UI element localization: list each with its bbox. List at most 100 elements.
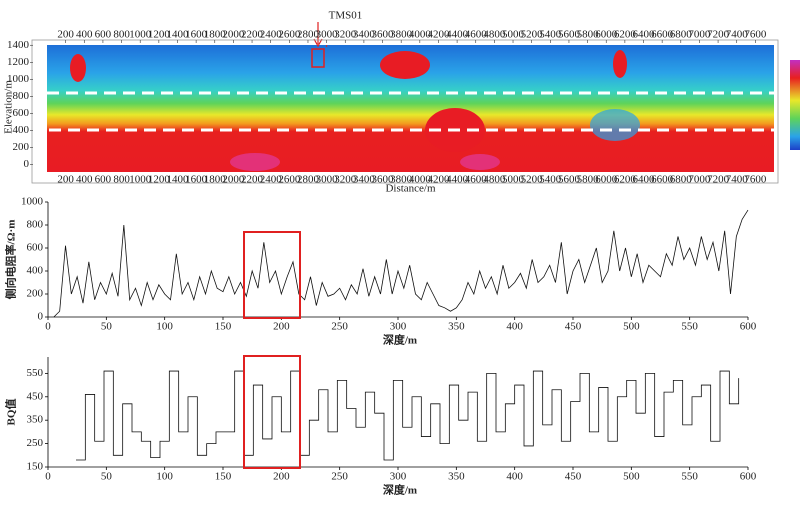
y-tick-label: 600 bbox=[27, 242, 44, 254]
x-tick-label: 1400 bbox=[166, 29, 189, 41]
x-tick-label: 200 bbox=[273, 471, 290, 483]
x-tick-label: 7000 bbox=[688, 174, 711, 186]
x-tick-label: 1000 bbox=[129, 174, 152, 186]
x-tick-label: 6000 bbox=[595, 174, 618, 186]
x-tick-label: 4000 bbox=[409, 174, 432, 186]
x-tick-label: 0 bbox=[45, 471, 51, 483]
x-tick-label: 5600 bbox=[558, 174, 581, 186]
x-tick-label: 350 bbox=[448, 321, 465, 333]
x-tick-label: 7400 bbox=[726, 174, 749, 186]
x-tick-label: 100 bbox=[156, 321, 173, 333]
y-tick-label: 800 bbox=[13, 90, 30, 102]
x-tick-label: 200 bbox=[57, 29, 74, 41]
x-tick-label: 2200 bbox=[241, 174, 264, 186]
x-tick-label: 250 bbox=[331, 321, 348, 333]
x-tick-label: 6800 bbox=[670, 174, 693, 186]
y-tick-label: 250 bbox=[27, 437, 44, 449]
x-tick-label: 550 bbox=[681, 471, 698, 483]
x-tick-label: 300 bbox=[390, 321, 407, 333]
x-tick-label: 50 bbox=[101, 471, 113, 483]
x-tick-label: 6800 bbox=[670, 29, 693, 41]
x-tick-label: 600 bbox=[740, 321, 757, 333]
x-tick-label: 5200 bbox=[521, 174, 544, 186]
y-axis-label: Elevation/m bbox=[3, 80, 15, 134]
x-tick-label: 2000 bbox=[222, 29, 245, 41]
x-tick-label: 1000 bbox=[129, 29, 152, 41]
x-tick-label: 500 bbox=[623, 321, 640, 333]
y-tick-label: 400 bbox=[13, 124, 30, 136]
x-axis-label: 深度/m bbox=[383, 333, 417, 347]
x-tick-label: 300 bbox=[390, 471, 407, 483]
y-tick-label: 550 bbox=[27, 367, 44, 379]
x-tick-label: 7200 bbox=[707, 29, 730, 41]
x-tick-label: 4400 bbox=[446, 29, 469, 41]
x-axis-label: 深度/m bbox=[383, 483, 417, 497]
x-tick-label: 50 bbox=[101, 321, 113, 333]
x-tick-label: 6200 bbox=[614, 29, 637, 41]
x-tick-label: 0 bbox=[45, 321, 51, 333]
x-tick-label: 6000 bbox=[595, 29, 618, 41]
x-tick-label: 5600 bbox=[558, 29, 581, 41]
x-axis-label: Distance/m bbox=[385, 183, 436, 195]
x-tick-label: 1600 bbox=[185, 29, 208, 41]
x-tick-label: 800 bbox=[113, 29, 130, 41]
x-tick-label: 3800 bbox=[390, 29, 413, 41]
x-tick-label: 4200 bbox=[427, 174, 450, 186]
y-tick-label: 150 bbox=[27, 461, 44, 473]
x-tick-label: 7600 bbox=[744, 29, 767, 41]
x-tick-label: 450 bbox=[565, 471, 582, 483]
section-image bbox=[30, 22, 800, 184]
y-axis-label: BQ值 bbox=[4, 399, 18, 426]
y-tick-label: 1000 bbox=[7, 73, 30, 85]
y-tick-label: 200 bbox=[27, 288, 44, 300]
data-line bbox=[53, 209, 749, 318]
x-tick-label: 6600 bbox=[651, 29, 674, 41]
x-tick-label: 150 bbox=[215, 321, 232, 333]
x-tick-label: 1600 bbox=[185, 174, 208, 186]
x-tick-label: 2800 bbox=[297, 174, 320, 186]
x-tick-label: 4600 bbox=[465, 29, 488, 41]
y-tick-label: 600 bbox=[13, 107, 30, 119]
x-tick-label: 400 bbox=[76, 174, 93, 186]
x-tick-label: 3400 bbox=[353, 174, 376, 186]
x-tick-label: 4600 bbox=[465, 174, 488, 186]
x-tick-label: 2600 bbox=[278, 29, 301, 41]
x-tick-label: 6400 bbox=[633, 174, 656, 186]
x-tick-label: 450 bbox=[565, 321, 582, 333]
x-tick-label: 3000 bbox=[316, 29, 339, 41]
y-tick-label: 450 bbox=[27, 390, 44, 402]
x-tick-label: 3200 bbox=[334, 174, 357, 186]
x-tick-label: 5400 bbox=[539, 174, 562, 186]
x-tick-label: 3600 bbox=[372, 174, 395, 186]
x-tick-label: 1800 bbox=[204, 174, 227, 186]
x-tick-label: 4400 bbox=[446, 174, 469, 186]
x-tick-label: 600 bbox=[95, 174, 112, 186]
x-tick-label: 200 bbox=[273, 321, 290, 333]
data-line bbox=[76, 370, 740, 461]
x-tick-label: 7000 bbox=[688, 29, 711, 41]
x-tick-label: 7200 bbox=[707, 174, 730, 186]
y-tick-label: 400 bbox=[27, 265, 44, 277]
x-tick-label: 6600 bbox=[651, 174, 674, 186]
x-tick-label: 1200 bbox=[148, 29, 171, 41]
y-tick-label: 0 bbox=[24, 158, 30, 170]
x-tick-label: 500 bbox=[623, 471, 640, 483]
x-tick-label: 4800 bbox=[483, 174, 506, 186]
y-tick-label: 800 bbox=[27, 219, 44, 231]
x-tick-label: 400 bbox=[76, 29, 93, 41]
x-tick-label: 3600 bbox=[372, 29, 395, 41]
x-tick-label: 600 bbox=[740, 471, 757, 483]
x-tick-label: 400 bbox=[506, 321, 523, 333]
x-tick-label: 4800 bbox=[483, 29, 506, 41]
x-tick-label: 5200 bbox=[521, 29, 544, 41]
x-tick-label: 4200 bbox=[427, 29, 450, 41]
x-tick-label: 2400 bbox=[260, 29, 283, 41]
x-tick-label: 200 bbox=[57, 174, 74, 186]
x-tick-label: 4000 bbox=[409, 29, 432, 41]
x-tick-label: 2800 bbox=[297, 29, 320, 41]
highlight-box bbox=[243, 355, 301, 469]
x-tick-label: 5800 bbox=[577, 174, 600, 186]
x-tick-label: 550 bbox=[681, 321, 698, 333]
x-tick-label: 3200 bbox=[334, 29, 357, 41]
x-tick-label: 1400 bbox=[166, 174, 189, 186]
